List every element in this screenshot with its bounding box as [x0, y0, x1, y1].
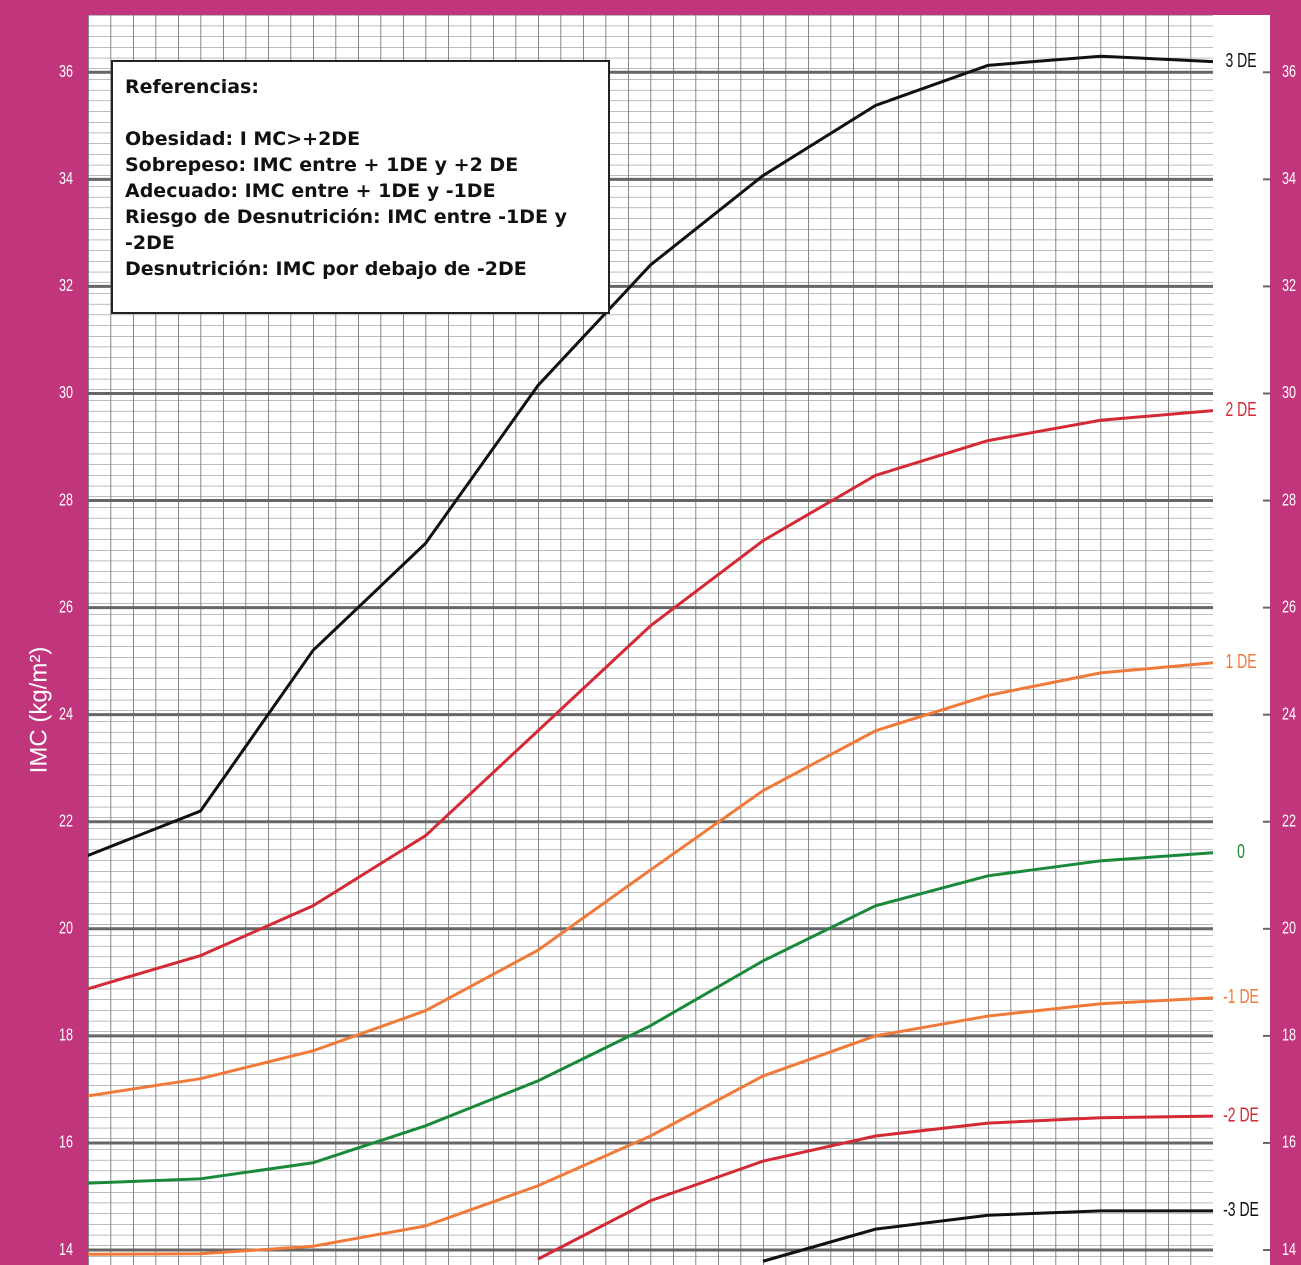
- y-tick-label-right: 32: [1282, 276, 1296, 296]
- y-tick-label-right: 18: [1282, 1026, 1296, 1046]
- series-line: [88, 996, 1213, 1256]
- y-tick-label: 26: [59, 597, 73, 617]
- series-line: [762, 1209, 1213, 1263]
- y-tick-label-right: 28: [1282, 490, 1296, 510]
- series-end-label: 3 DE: [1225, 48, 1256, 71]
- legend-line: Adecuado: IMC entre + 1DE y -1DE: [125, 180, 496, 202]
- series-line: [88, 409, 1213, 991]
- y-tick-label: 24: [59, 704, 73, 724]
- series-end-label: -1 DE: [1223, 985, 1259, 1008]
- y-tick-label: 28: [59, 490, 73, 510]
- series-end-label: 0: [1237, 840, 1245, 863]
- y-tick-label-right: 14: [1282, 1240, 1296, 1260]
- legend-line: Riesgo de Desnutrición: IMC entre -1DE y…: [125, 206, 568, 254]
- y-tick-label: 14: [59, 1240, 73, 1260]
- legend-line: Desnutrición: IMC por debajo de -2DE: [125, 258, 527, 280]
- label-column: [1213, 15, 1270, 1265]
- y-tick-label: 32: [59, 276, 73, 296]
- y-tick-label: 22: [59, 811, 73, 831]
- y-tick-label-right: 26: [1282, 597, 1296, 617]
- y-tick-label-right: 20: [1282, 919, 1296, 939]
- y-tick-label-right: 30: [1282, 383, 1296, 403]
- series-end-label: -2 DE: [1223, 1103, 1259, 1126]
- y-tick-label-right: 34: [1282, 169, 1296, 189]
- series-end-label: -3 DE: [1223, 1198, 1259, 1221]
- y-axis-label: IMC (kg/m²): [25, 647, 52, 774]
- series-line: [88, 54, 1213, 857]
- y-tick-label: 18: [59, 1026, 73, 1046]
- legend-title: Referencias:: [125, 76, 259, 98]
- series-line: [88, 851, 1213, 1185]
- series-end-label: 1 DE: [1225, 650, 1256, 673]
- y-tick-label: 16: [59, 1133, 73, 1153]
- y-tick-label: 36: [59, 62, 73, 82]
- y-tick-label: 30: [59, 383, 73, 403]
- y-tick-label: 34: [59, 169, 73, 189]
- y-tick-label-right: 22: [1282, 811, 1296, 831]
- series-end-label: 2 DE: [1225, 397, 1256, 420]
- legend-line: Obesidad: I MC>+2DE: [125, 128, 361, 150]
- y-tick-label-right: 16: [1282, 1133, 1296, 1153]
- legend-line: Sobrepeso: IMC entre + 1DE y +2 DE: [125, 154, 519, 176]
- legend-box: Referencias: Obesidad: I MC>+2DE Sobrepe…: [111, 60, 610, 314]
- series-line: [537, 1114, 1213, 1261]
- y-tick-label-right: 36: [1282, 62, 1296, 82]
- series-line: [88, 661, 1213, 1098]
- y-tick-label-right: 24: [1282, 704, 1296, 724]
- lines: [88, 54, 1213, 1263]
- y-tick-label: 20: [59, 919, 73, 939]
